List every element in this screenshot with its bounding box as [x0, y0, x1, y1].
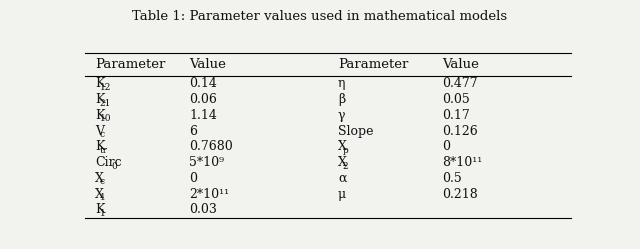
Text: 0: 0 — [442, 140, 450, 153]
Text: 2*10¹¹: 2*10¹¹ — [189, 188, 229, 201]
Text: 21: 21 — [100, 99, 111, 108]
Text: 0.5: 0.5 — [442, 172, 462, 185]
Text: 0: 0 — [112, 162, 118, 171]
Text: Parameter: Parameter — [95, 58, 165, 71]
Text: Value: Value — [442, 58, 479, 71]
Text: Slope: Slope — [338, 124, 373, 137]
Text: Circ: Circ — [95, 156, 122, 169]
Text: X: X — [338, 140, 347, 153]
Text: Value: Value — [189, 58, 226, 71]
Text: tr: tr — [100, 146, 108, 155]
Text: γ: γ — [338, 109, 346, 122]
Text: 5*10⁹: 5*10⁹ — [189, 156, 224, 169]
Text: 0.7680: 0.7680 — [189, 140, 233, 153]
Text: η: η — [338, 77, 346, 90]
Text: 0.218: 0.218 — [442, 188, 478, 201]
Text: X: X — [338, 156, 347, 169]
Text: 0: 0 — [189, 172, 197, 185]
Text: 12: 12 — [100, 83, 111, 92]
Text: K: K — [95, 93, 104, 106]
Text: 0.126: 0.126 — [442, 124, 478, 137]
Text: c: c — [100, 177, 105, 186]
Text: 10: 10 — [100, 114, 111, 123]
Text: 0.03: 0.03 — [189, 203, 217, 216]
Text: K: K — [95, 140, 104, 153]
Text: K: K — [95, 203, 104, 216]
Text: 0.06: 0.06 — [189, 93, 217, 106]
Text: V: V — [95, 124, 104, 137]
Text: 2: 2 — [343, 162, 349, 171]
Text: Parameter: Parameter — [338, 58, 408, 71]
Text: β: β — [338, 93, 345, 106]
Text: 6: 6 — [189, 124, 197, 137]
Text: 8*10¹¹: 8*10¹¹ — [442, 156, 483, 169]
Text: 1: 1 — [100, 193, 106, 202]
Text: X: X — [95, 172, 104, 185]
Text: μ: μ — [338, 188, 346, 201]
Text: X: X — [95, 188, 104, 201]
Text: K: K — [95, 109, 104, 122]
Text: 1: 1 — [100, 209, 106, 218]
Text: 0.14: 0.14 — [189, 77, 217, 90]
Text: p: p — [343, 146, 349, 155]
Text: 0.477: 0.477 — [442, 77, 477, 90]
Text: α: α — [338, 172, 346, 185]
Text: c: c — [100, 130, 105, 139]
Text: 0.05: 0.05 — [442, 93, 470, 106]
Text: Table 1: Parameter values used in mathematical models: Table 1: Parameter values used in mathem… — [132, 10, 508, 23]
Text: 0.17: 0.17 — [442, 109, 470, 122]
Text: 1.14: 1.14 — [189, 109, 217, 122]
Text: K: K — [95, 77, 104, 90]
